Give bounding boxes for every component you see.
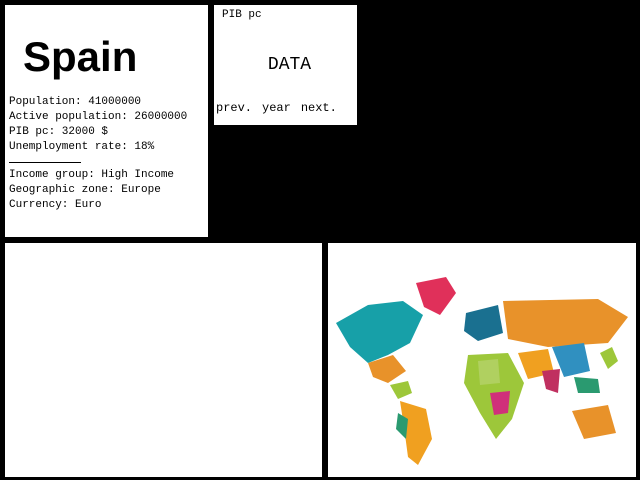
- country-panel: Spain Population: 41000000 Active populat…: [5, 5, 208, 237]
- separator: [9, 162, 81, 163]
- world-map: [336, 277, 628, 465]
- chart-panel: [5, 243, 322, 477]
- fact: Active population: 26000000: [9, 111, 188, 123]
- nav-button[interactable]: prev.: [216, 101, 253, 115]
- detail: Geographic zone: Europe: [9, 184, 161, 196]
- card-title: PIB pc: [222, 9, 262, 21]
- fact: Unemployment rate: 18%: [9, 141, 155, 153]
- nav-button[interactable]: year: [262, 101, 291, 115]
- detail: Income group: High Income: [9, 169, 175, 181]
- nav-button[interactable]: next.: [300, 101, 337, 115]
- fact: Population: 41000000: [9, 96, 142, 108]
- map-panel: [328, 243, 636, 477]
- card-value: DATA: [267, 55, 312, 75]
- detail: Currency: Euro: [9, 199, 102, 211]
- card: PIB pc DATA prev. year next.: [214, 5, 357, 125]
- details: Income group: High Income Geographic zone…: [9, 168, 174, 213]
- country-name: Spain: [23, 33, 138, 80]
- fact: PIB pc: 32000 $: [9, 126, 109, 138]
- chart: [5, 243, 322, 477]
- card-nav: prev. year next.: [216, 101, 347, 115]
- facts: Population: 41000000 Active population: 2…: [9, 95, 187, 155]
